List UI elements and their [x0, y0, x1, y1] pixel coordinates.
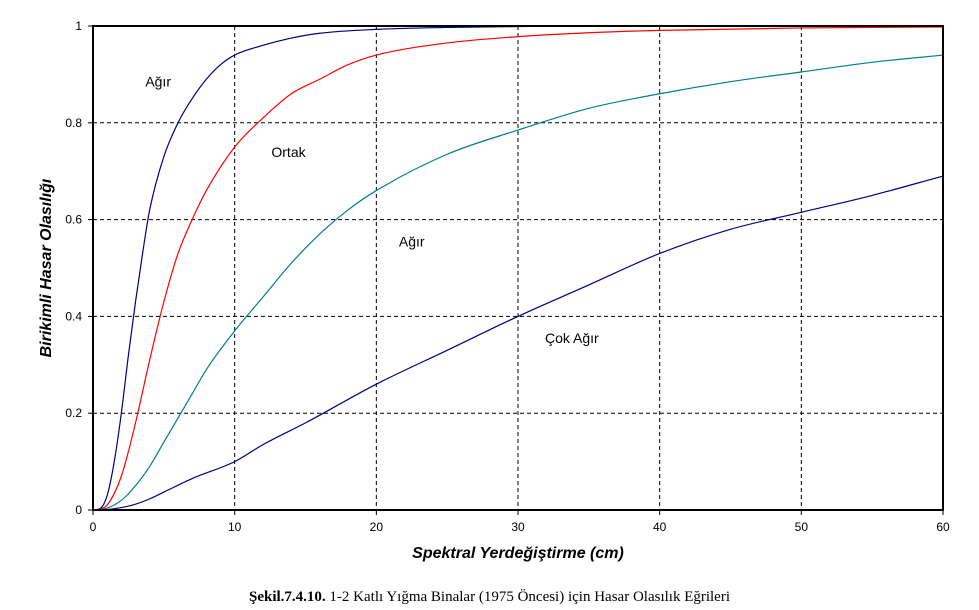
curve-label: Ağır — [399, 233, 425, 249]
fragility-curve-3 — [92, 54, 944, 511]
y-tick-label: 1 — [75, 19, 82, 33]
x-tick-label: 20 — [370, 520, 384, 534]
x-tick-label: 10 — [228, 520, 242, 534]
caption-text: 1-2 Katlı Yığma Binalar (1975 Öncesi) iç… — [325, 589, 731, 605]
gridlines — [93, 26, 943, 510]
x-axis-title: Spektral Yerdeğiştirme (cm) — [412, 545, 624, 562]
curve-labels: Ağır Ortak Ağır Çok Ağır — [145, 74, 599, 347]
y-tick-label: 0.2 — [65, 406, 82, 420]
curve-label: Ağır — [145, 74, 171, 90]
y-tick-labels: 0 0.2 0.4 0.6 0.8 1 — [65, 19, 93, 517]
x-tick-label: 30 — [511, 520, 525, 534]
figure-caption: Şekil.7.4.10. 1-2 Katlı Yığma Binalar (1… — [0, 589, 979, 606]
y-tick-label: 0.6 — [65, 213, 82, 227]
y-tick-label: 0.8 — [65, 116, 82, 130]
fragility-curve-2 — [92, 26, 944, 511]
x-tick-labels: 0 10 20 30 40 50 60 — [90, 510, 950, 534]
fragility-chart: 0 10 20 30 40 50 60 00.20.40.60.81 AğırOrtakAğ… — [38, 19, 950, 562]
y-tick-label: 0.4 — [65, 309, 82, 323]
y-tick-label: 0 — [75, 503, 82, 517]
x-tick-label: 50 — [795, 520, 809, 534]
caption-label: Şekil.7.4.10. — [248, 589, 326, 605]
curve-label: Çok Ağır — [545, 330, 599, 346]
y-axis-title: Birikimli Hasar Olasılığı — [38, 178, 55, 357]
x-tick-label: 0 — [90, 520, 97, 534]
fragility-curve-4 — [92, 175, 944, 511]
curve-label: Ortak — [271, 144, 306, 160]
x-tick-label: 60 — [936, 520, 950, 534]
x-tick-label: 40 — [653, 520, 667, 534]
